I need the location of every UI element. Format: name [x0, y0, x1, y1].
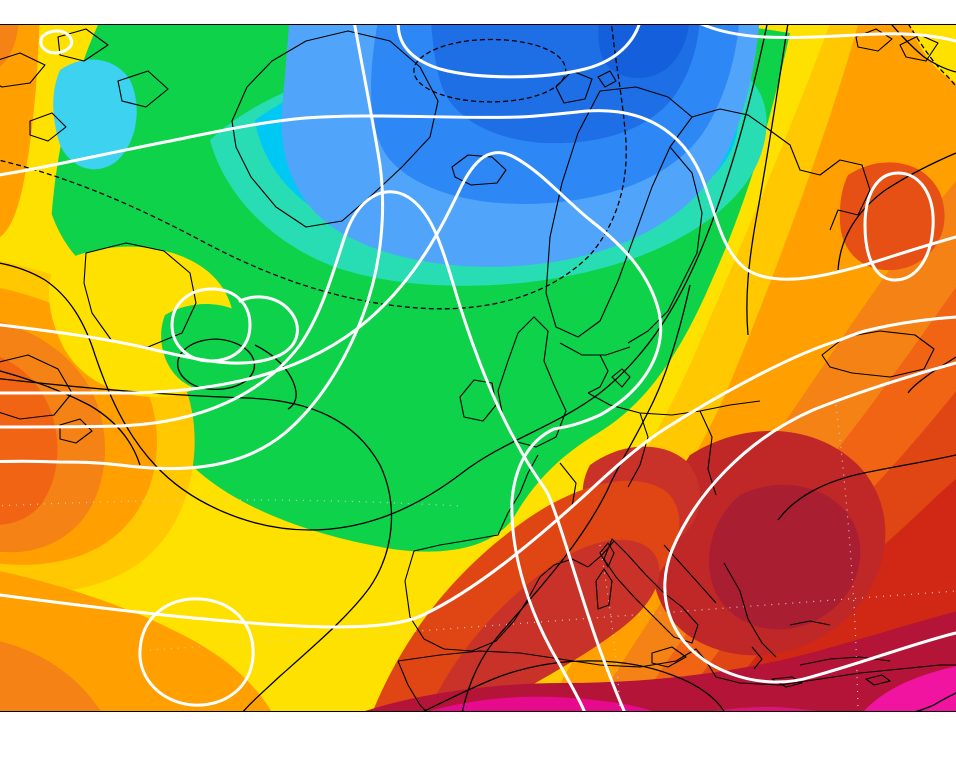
temperature-colorbar: [0, 712, 956, 768]
chart-footer: [0, 712, 956, 768]
graticule: [0, 404, 956, 711]
geopotential-contours: [0, 25, 956, 711]
weather-map: [0, 24, 956, 712]
temperature-shading: [0, 25, 956, 711]
map-svg: [0, 25, 956, 711]
chart-header: [0, 0, 956, 24]
temperature-contours: [0, 25, 956, 711]
